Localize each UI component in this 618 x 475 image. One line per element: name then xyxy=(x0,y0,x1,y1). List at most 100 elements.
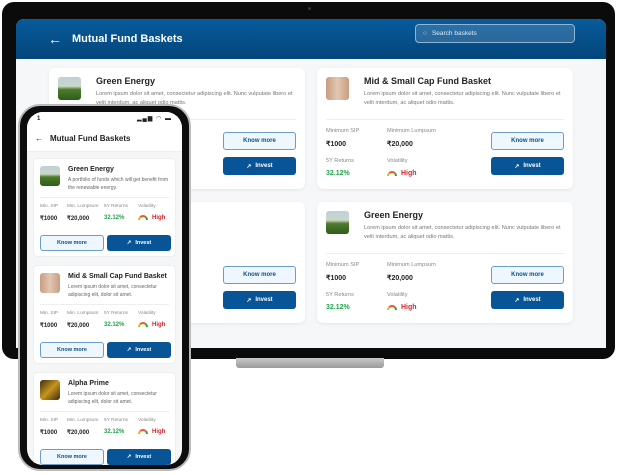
trending-up-icon: ↗ xyxy=(246,163,252,170)
know-more-button[interactable]: Know more xyxy=(223,132,296,150)
search-input[interactable]: ○ Search baskets xyxy=(415,24,575,43)
desktop-header: ← Mutual Fund Baskets ○ Search baskets xyxy=(16,19,606,59)
basket-description: Lorem ipsum dolor sit amet, consectetur … xyxy=(364,91,561,106)
min-lumpsum-label: Min. Lumpsum xyxy=(67,204,99,209)
invest-label: Invest xyxy=(255,163,273,169)
volatility-label: Volatility xyxy=(138,204,156,209)
basket-title: Green Energy xyxy=(364,210,424,220)
invest-button[interactable]: ↗ Invest xyxy=(107,235,171,251)
search-icon: ○ xyxy=(423,30,427,37)
trending-up-icon: ↗ xyxy=(126,240,132,246)
mobile-header: ← Mutual Fund Baskets xyxy=(27,126,182,152)
invest-button[interactable]: ↗ Invest xyxy=(223,157,296,175)
basket-card: Mid & Small Cap Fund Basket Lorem ipsum … xyxy=(317,68,573,189)
returns-label: 5Y Returns xyxy=(104,418,128,423)
basket-thumbnail xyxy=(40,166,60,186)
volatility-value: High xyxy=(401,170,417,177)
trending-up-icon: ↗ xyxy=(246,297,252,304)
mobile-screen: 1 ▂▄▆ ◠ ▬ ← Mutual Fund Baskets Green En… xyxy=(27,112,182,465)
volatility-gauge-icon xyxy=(387,170,397,176)
min-lumpsum-label: Minimum Lumpsum xyxy=(387,262,436,268)
basket-title: Alpha Prime xyxy=(68,380,109,387)
trending-up-icon: ↗ xyxy=(126,347,132,353)
invest-button[interactable]: ↗ Invest xyxy=(107,342,171,358)
know-more-button[interactable]: Know more xyxy=(491,266,564,284)
min-lumpsum-value: ₹20,000 xyxy=(387,141,413,148)
min-lumpsum-value: ₹20,000 xyxy=(67,216,90,222)
camera-dot xyxy=(308,7,311,10)
returns-value: 32.12% xyxy=(104,215,125,221)
mobile-phone: 1 ▂▄▆ ◠ ▬ ← Mutual Fund Baskets Green En… xyxy=(18,104,191,471)
status-bar: 1 ▂▄▆ ◠ ▬ xyxy=(27,112,182,126)
min-lumpsum-label: Minimum Lumpsum xyxy=(387,128,436,134)
basket-title: Mid & Small Cap Fund Basket xyxy=(68,273,167,280)
basket-description: Lorem ipsum dolor sit amet, consectetur … xyxy=(96,91,293,106)
invest-label: Invest xyxy=(135,240,152,246)
volatility-value: High xyxy=(152,429,166,436)
returns-label: 5Y Returns xyxy=(326,292,354,298)
min-sip-value: ₹1000 xyxy=(40,430,58,436)
volatility-label: Volatility xyxy=(138,311,156,316)
volatility-value: High xyxy=(152,322,166,329)
basket-title: Green Energy xyxy=(68,166,114,173)
trending-up-icon: ↗ xyxy=(514,163,520,170)
returns-value: 32.12% xyxy=(104,429,125,435)
know-more-button[interactable]: Know more xyxy=(40,342,104,358)
min-sip-value: ₹1000 xyxy=(326,141,347,148)
know-more-button[interactable]: Know more xyxy=(40,449,104,465)
invest-label: Invest xyxy=(135,454,152,460)
min-lumpsum-value: ₹20,000 xyxy=(67,430,90,436)
know-more-button[interactable]: Know more xyxy=(223,266,296,284)
returns-label: 5Y Returns xyxy=(326,158,354,164)
basket-thumbnail xyxy=(40,273,60,293)
invest-button[interactable]: ↗ Invest xyxy=(107,449,171,465)
min-sip-label: Min. SIP xyxy=(40,418,59,423)
invest-button[interactable]: ↗ Invest xyxy=(491,291,564,309)
min-lumpsum-label: Min. Lumpsum xyxy=(67,311,99,316)
invest-button[interactable]: ↗ Invest xyxy=(223,291,296,309)
back-arrow-icon[interactable]: ← xyxy=(48,31,62,47)
volatility-value: High xyxy=(401,304,417,311)
search-placeholder: Search baskets xyxy=(431,30,477,37)
invest-button[interactable]: ↗ Invest xyxy=(491,157,564,175)
min-sip-label: Minimum SIP xyxy=(326,262,360,268)
returns-label: 5Y Returns xyxy=(104,204,128,209)
basket-thumbnail xyxy=(326,211,349,234)
divider xyxy=(40,411,169,412)
divider xyxy=(40,304,169,305)
returns-label: 5Y Returns xyxy=(104,311,128,316)
volatility-gauge-icon xyxy=(387,304,397,310)
basket-card: Green Energy Lorem ipsum dolor sit amet,… xyxy=(317,202,573,323)
min-sip-value: ₹1000 xyxy=(40,323,58,329)
know-more-button[interactable]: Know more xyxy=(40,235,104,251)
invest-label: Invest xyxy=(255,297,273,303)
basket-title: Mid & Small Cap Fund Basket xyxy=(364,76,492,86)
divider xyxy=(326,253,564,254)
know-more-button[interactable]: Know more xyxy=(491,132,564,150)
basket-card: Green Energy A portfolio of funds which … xyxy=(33,158,176,257)
signal-wifi-battery-icon: ▂▄▆ ◠ ▬ xyxy=(136,116,172,122)
basket-title: Green Energy xyxy=(96,76,156,86)
basket-thumbnail xyxy=(58,77,81,100)
volatility-value: High xyxy=(152,215,166,222)
returns-value: 32.12% xyxy=(326,170,350,177)
trending-up-icon: ↗ xyxy=(126,454,132,460)
volatility-gauge-icon xyxy=(138,429,148,434)
returns-value: 32.12% xyxy=(104,322,125,328)
invest-label: Invest xyxy=(523,163,541,169)
min-lumpsum-value: ₹20,000 xyxy=(387,275,413,282)
min-sip-label: Min. SIP xyxy=(40,204,59,209)
basket-description: Lorem ipsum dolor sit amet, consectetur … xyxy=(364,225,561,240)
volatility-gauge-icon xyxy=(138,322,148,327)
min-sip-label: Minimum SIP xyxy=(326,128,360,134)
status-time: 1 xyxy=(37,116,41,122)
monitor-stand xyxy=(236,358,384,368)
basket-thumbnail xyxy=(40,380,60,400)
min-lumpsum-label: Min. Lumpsum xyxy=(67,418,99,423)
back-arrow-icon[interactable]: ← xyxy=(35,134,43,143)
basket-description: Lorem ipsum dolor sit amet, consectetur … xyxy=(68,391,157,405)
divider xyxy=(326,119,564,120)
basket-description: Lorem ipsum dolor sit amet, consectetur … xyxy=(68,284,157,298)
basket-card: Mid & Small Cap Fund Basket Lorem ipsum … xyxy=(33,265,176,364)
volatility-gauge-icon xyxy=(138,215,148,220)
